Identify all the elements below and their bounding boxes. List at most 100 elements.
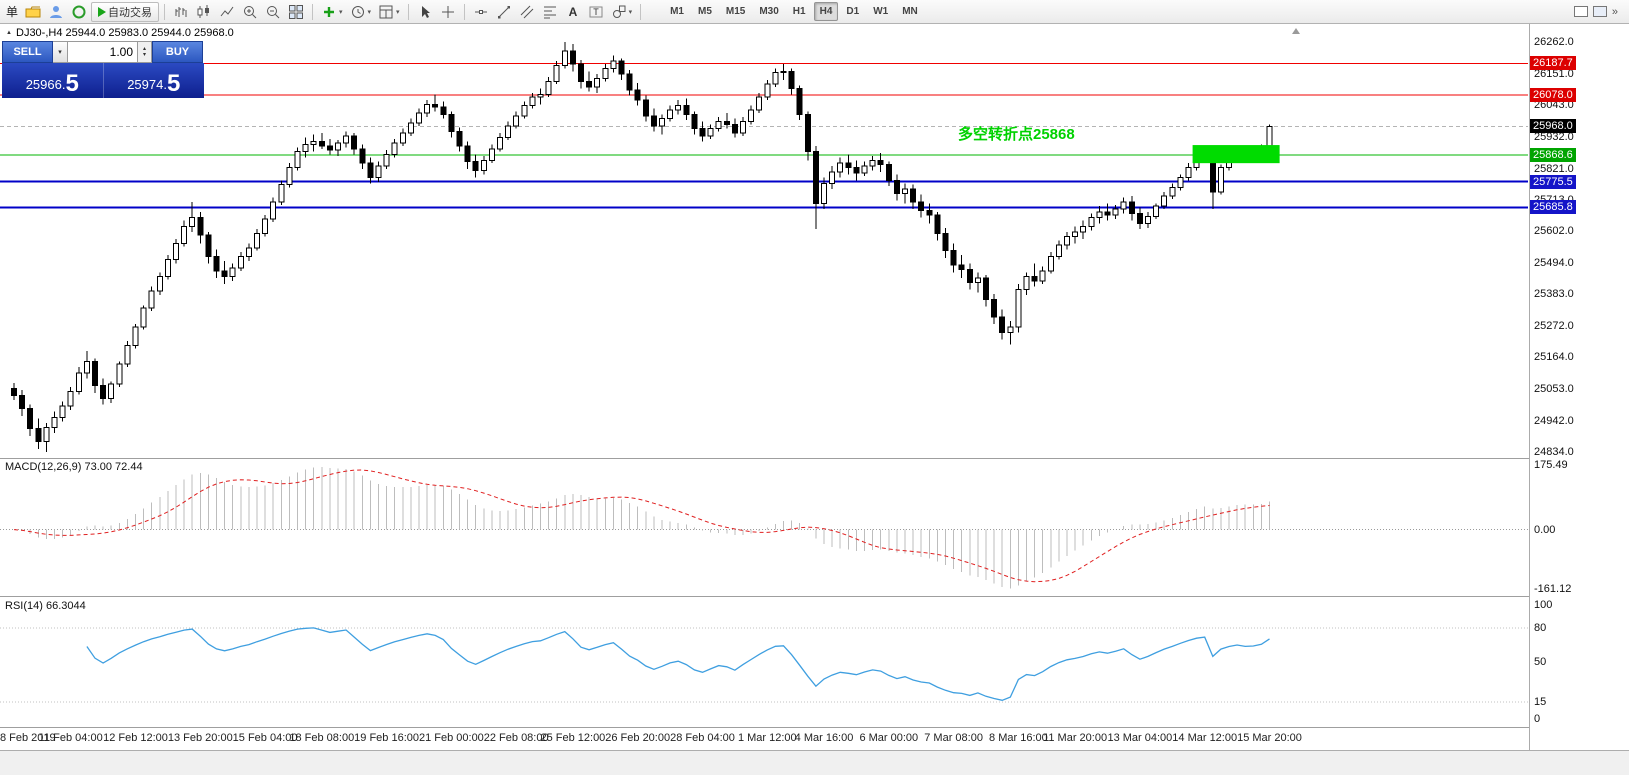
- separator: [463, 3, 465, 20]
- time-label: 1 Mar 12:00: [737, 732, 797, 744]
- candle-body: [529, 96, 536, 107]
- timeframe-m5[interactable]: M5: [697, 6, 712, 17]
- channel-button[interactable]: [516, 2, 538, 22]
- new-order-button[interactable]: 单: [6, 5, 19, 19]
- highlight-rectangle[interactable]: [1192, 145, 1280, 164]
- label-icon: T: [589, 6, 603, 17]
- main-chart[interactable]: [0, 24, 1528, 458]
- candle-body: [75, 372, 82, 392]
- level-price-label: 26187.7: [1530, 56, 1576, 71]
- candle-body: [1185, 166, 1192, 179]
- panel-divider[interactable]: [0, 596, 1629, 597]
- tile-windows-button[interactable]: [285, 2, 307, 22]
- candle-body: [780, 70, 787, 74]
- chart-shift-marker[interactable]: [1292, 28, 1300, 34]
- separator: [164, 3, 166, 20]
- label-tool-button[interactable]: T: [585, 2, 607, 22]
- auto-trading-button[interactable]: 自动交易: [91, 1, 160, 22]
- time-label: 14 Mar 12:00: [1172, 732, 1238, 744]
- panel-divider[interactable]: [0, 458, 1629, 459]
- rsi-axis-tick: 15: [1534, 695, 1547, 708]
- timeframe-h1[interactable]: H1: [792, 6, 806, 17]
- cursor-button[interactable]: [414, 2, 436, 22]
- one-click-collapse-icon[interactable]: ▲: [6, 30, 12, 36]
- volume-dropdown[interactable]: ▾: [53, 41, 68, 63]
- hline-button[interactable]: [470, 2, 492, 22]
- candle-body: [359, 148, 366, 164]
- candle-body: [586, 80, 593, 88]
- price-tick: 24942.0: [1534, 414, 1574, 427]
- candle-body: [43, 426, 50, 443]
- chart-window-icon[interactable]: [22, 2, 44, 22]
- candle-body: [181, 225, 188, 245]
- candle-body: [173, 243, 179, 260]
- candle-body: [480, 159, 487, 171]
- crosshair-button[interactable]: [437, 2, 459, 22]
- panel-toggle-icon[interactable]: [1592, 6, 1607, 17]
- candlestick-button[interactable]: [193, 2, 215, 22]
- sell-price[interactable]: 25966. 5: [2, 63, 104, 98]
- time-label: 7 Mar 08:00: [924, 732, 983, 744]
- text-tool-button[interactable]: A: [562, 2, 584, 22]
- horizontal-line-icon: [474, 9, 487, 14]
- zoom-in-icon: [244, 5, 257, 18]
- candle-body: [683, 105, 690, 115]
- bar-chart-button[interactable]: [170, 2, 192, 22]
- macd-panel[interactable]: [0, 459, 1528, 596]
- candle-body: [1217, 166, 1224, 193]
- candle-body: [1015, 288, 1022, 328]
- market-watch-icon[interactable]: [68, 2, 90, 22]
- stepper-up-icon[interactable]: ▴: [142, 46, 146, 52]
- zoom-in-button[interactable]: [239, 2, 261, 22]
- zoom-out-button[interactable]: [262, 2, 284, 22]
- timeframe-m1[interactable]: M1: [670, 6, 684, 17]
- clock-icon: [351, 5, 364, 18]
- candle-body: [845, 162, 852, 168]
- buy-price[interactable]: 25974. 5: [104, 63, 205, 98]
- candle-body: [772, 72, 779, 85]
- candle-body: [1080, 225, 1087, 233]
- candle-body: [391, 142, 398, 156]
- shapes-button[interactable]: ▾: [608, 2, 636, 22]
- candle-body: [11, 388, 17, 397]
- time-axis[interactable]: 8 Feb 2019 11 Feb 04:00 12 Feb 12:00 13 Feb…: [0, 728, 1528, 750]
- window-layout-icon[interactable]: [1573, 6, 1588, 17]
- price-tick: 25053.0: [1534, 383, 1574, 396]
- rsi-panel[interactable]: [0, 597, 1528, 727]
- volume-input[interactable]: [68, 41, 138, 63]
- candle-body: [278, 184, 285, 203]
- trendline-button[interactable]: [493, 2, 515, 22]
- buy-button[interactable]: BUY: [152, 41, 203, 63]
- timeframe-m15[interactable]: M15: [725, 6, 746, 17]
- templates-button[interactable]: ▾: [375, 2, 403, 22]
- timeframe-m30[interactable]: M30: [759, 6, 779, 17]
- candle-body: [942, 233, 949, 252]
- line-chart-button[interactable]: [216, 2, 238, 22]
- timeframe-mn[interactable]: MN: [902, 6, 918, 17]
- timeframe-h4[interactable]: H4: [813, 2, 839, 21]
- candle-body: [237, 255, 244, 269]
- candle-body: [1145, 215, 1151, 224]
- chart-annotation[interactable]: 多空转折点25868: [958, 126, 1075, 143]
- sell-button[interactable]: SELL: [2, 41, 53, 63]
- fibonacci-button[interactable]: [539, 2, 561, 22]
- candle-body: [1031, 276, 1038, 282]
- candle-body: [286, 166, 293, 186]
- profiles-icon[interactable]: [45, 2, 67, 22]
- toolbar-overflow-icon[interactable]: »: [1611, 5, 1618, 18]
- price-axis[interactable]: 26262.026151.026043.025932.025821.025713…: [1529, 24, 1629, 750]
- timeframe-w1[interactable]: W1: [873, 6, 889, 17]
- candle-body: [302, 144, 309, 153]
- candle-body: [59, 405, 66, 418]
- circle-icon: [72, 5, 86, 18]
- timeframe-d1[interactable]: D1: [846, 6, 860, 17]
- stepper-down-icon[interactable]: ▾: [142, 52, 146, 58]
- time-label: 25 Feb 12:00: [540, 732, 606, 744]
- periods-button[interactable]: ▾: [347, 2, 375, 22]
- indicators-button[interactable]: ▾: [318, 2, 346, 22]
- candle-body: [318, 141, 325, 147]
- volume-stepper[interactable]: ▴ ▾: [138, 41, 152, 63]
- candle-body: [537, 93, 544, 98]
- candle-body: [92, 360, 98, 387]
- candle-body: [505, 125, 512, 138]
